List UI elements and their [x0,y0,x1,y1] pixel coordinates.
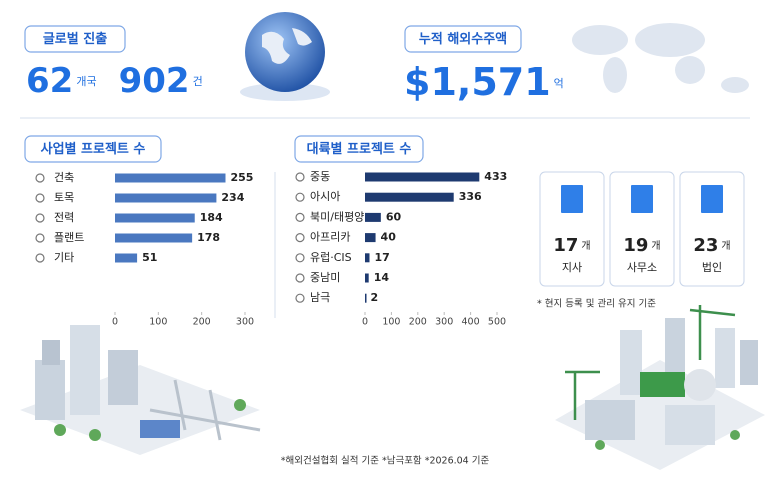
x-tick-label: 100 [149,317,167,328]
category-icon [35,173,45,183]
office-icon [701,185,723,213]
category-label: 토목 [54,191,74,204]
city-illustration-left [20,325,261,455]
value-label: 2 [371,291,379,304]
value-label: 336 [459,190,482,203]
bar [365,212,381,222]
chart-title: 사업별 프로젝트 수 [41,141,146,157]
office-icon [631,185,653,213]
count: 17 [553,235,578,256]
x-tick-label: 300 [236,317,254,328]
x-tick-label: 500 [488,317,506,328]
value-label: 178 [197,231,220,244]
category-label: 전력 [54,211,74,224]
value-label: 60 [386,210,402,223]
chart-title-pill [24,135,162,163]
category-label: 아시아 [310,190,340,203]
office-type: 법인 [702,261,722,274]
office-icon [561,185,583,213]
amount: $1,571 [404,60,551,104]
x-tick-label: 0 [362,317,368,328]
kpi-value: $1,571 억 [404,60,564,104]
category-icon [35,193,45,203]
value-label: 184 [200,211,223,224]
office-count: 17 개 [553,235,590,256]
world-map-illustration [572,23,749,93]
unit: 개 [721,240,730,252]
bar [365,253,370,263]
chart-title: 대륙별 프로젝트 수 [307,141,412,157]
category-label: 기타 [54,251,74,264]
bar [365,172,480,182]
count: 19 [623,235,648,256]
office-count: 19 개 [623,235,660,256]
category-icon [295,172,305,182]
category-icon [295,192,305,202]
unit: 개국 [76,75,96,88]
bar [115,253,138,263]
category-icon [35,233,45,243]
category-label: 북미/태평양 [310,210,364,223]
unit: 개 [581,240,590,252]
kpi-pill [404,25,522,53]
value-label: 51 [142,251,157,264]
chart-title-pill [294,135,424,163]
x-tick-label: 200 [193,317,211,328]
bar [115,193,217,203]
category-icon [295,293,305,303]
city-illustration-right [555,305,765,470]
category-icon [295,273,305,283]
bar [365,233,376,243]
bar [365,293,367,303]
kpi-value: 62 개국 902 건 [26,61,203,101]
x-tick-label: 200 [409,317,427,328]
kpi-label: 글로벌 진출 [43,31,107,47]
office-card [539,171,605,287]
x-tick-label: 100 [382,317,400,328]
countries: 62 [26,61,73,101]
unit: 억 [554,77,564,90]
bar [365,273,369,283]
footnote: *해외건설협회 실적 기준 *남극포함 *2026.04 기준 [281,455,490,467]
bar [365,192,454,202]
category-label: 아프리카 [310,231,350,244]
value-label: 255 [231,171,254,184]
value-label: 14 [374,271,390,284]
office-type: 지사 [562,261,582,274]
count: 23 [693,235,718,256]
unit: 건 [193,75,203,88]
office-card [609,171,675,287]
category-label: 남극 [310,291,330,304]
office-type: 사무소 [627,261,657,274]
category-label: 플랜트 [54,231,84,244]
category-label: 중동 [310,170,330,183]
category-icon [295,212,305,222]
office-note: * 현지 등록 및 관리 유지 기준 [537,298,656,310]
kpi-label: 누적 해외수주액 [419,31,507,47]
category-icon [295,233,305,243]
office-count: 23 개 [693,235,730,256]
category-label: 중남미 [310,271,340,284]
value-label: 40 [381,231,397,244]
x-tick-label: 400 [462,317,480,328]
x-tick-label: 300 [435,317,453,328]
category-label: 유럽·CIS [310,250,352,264]
value-label: 433 [484,170,507,183]
category-icon [295,253,305,263]
bar [115,213,195,223]
category-label: 건축 [54,171,74,184]
bar [115,233,193,243]
projects: 902 [119,61,190,101]
office-card [679,171,745,287]
x-tick-label: 0 [112,317,118,328]
bar [115,173,226,183]
kpi-pill [24,25,126,53]
value-label: 234 [221,191,244,204]
unit: 개 [651,240,660,252]
category-icon [35,253,45,263]
globe-illustration [240,12,330,101]
category-icon [35,213,45,223]
value-label: 17 [374,251,389,264]
